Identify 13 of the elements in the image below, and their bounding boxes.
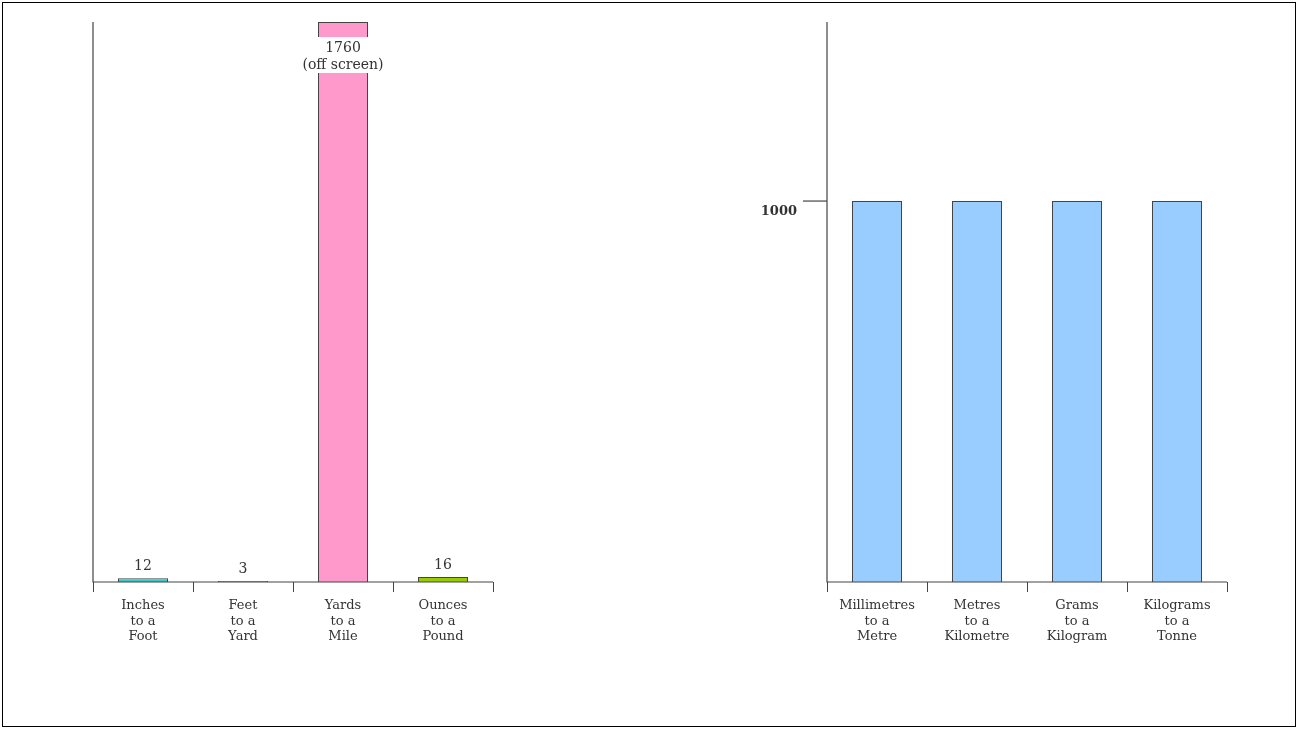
x-tick-label: Feet to a Yard — [227, 597, 259, 644]
data-label: 16 — [434, 555, 452, 572]
data-label: 1760 (off screen) — [302, 39, 384, 72]
x-tick-label: Kilograms to a Tonne — [1143, 597, 1211, 644]
x-tick-label: Millimetres to a Metre — [839, 597, 915, 644]
x-tick-label: Grams to a Kilogram — [1046, 597, 1108, 644]
x-tick-label: Inches to a Foot — [121, 597, 165, 644]
data-label: 12 — [134, 557, 152, 574]
x-tick-label: Yards to a Mile — [323, 597, 362, 644]
x-tick-label: Ounces to a Pound — [418, 597, 468, 644]
x-tick-label: Metres to a Kilometre — [944, 597, 1010, 644]
text: 1000 — [760, 202, 797, 218]
data-label: 3 — [238, 560, 248, 577]
